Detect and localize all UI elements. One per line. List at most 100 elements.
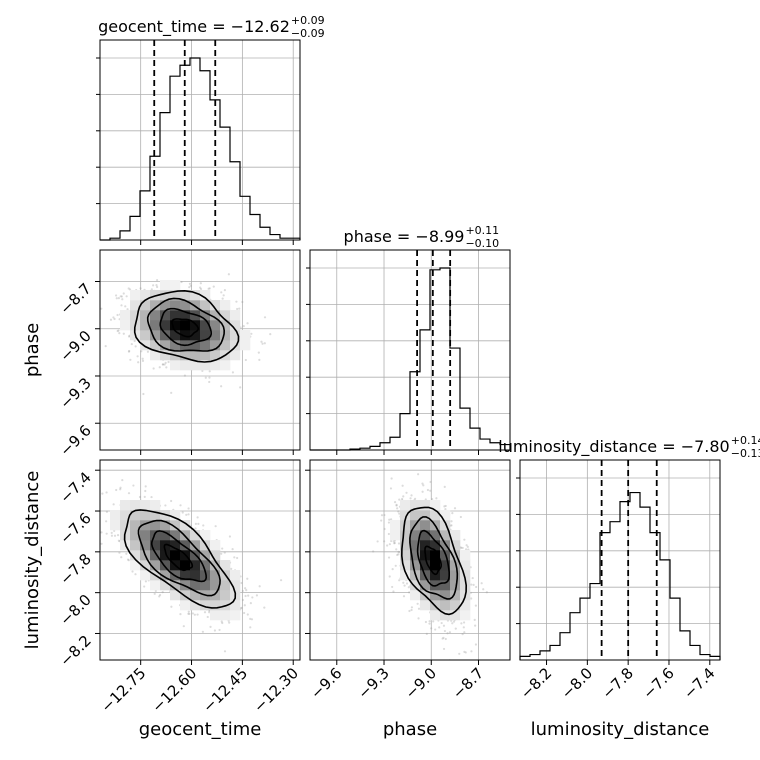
density-cell — [200, 540, 211, 551]
density-cell — [170, 330, 181, 341]
panel-frame — [309, 459, 511, 661]
scatter-point — [204, 376, 207, 379]
scatter-point — [383, 540, 386, 543]
scatter-point — [203, 611, 207, 614]
density-cell — [160, 530, 171, 541]
density-cell — [400, 560, 411, 571]
density-cell — [230, 330, 241, 341]
density-cell — [420, 600, 431, 611]
density-cell — [180, 350, 191, 361]
contour-line — [137, 519, 221, 597]
scatter-point — [398, 498, 401, 501]
summary-title-main: phase = −8.99 — [344, 227, 465, 246]
density-cell — [200, 290, 211, 301]
density-cell — [450, 530, 461, 541]
scatter-point — [153, 592, 156, 595]
scatter-point — [470, 583, 473, 586]
scatter-point — [121, 298, 124, 301]
summary-title-sup: +0.11 — [465, 224, 499, 237]
scatter-point — [263, 342, 266, 345]
density-cell — [190, 360, 201, 371]
density-cell — [180, 290, 191, 301]
density-cell — [410, 590, 421, 601]
scatter-point — [398, 512, 401, 515]
density-cell — [170, 530, 181, 541]
density-cell — [190, 540, 201, 551]
scatter-point — [401, 484, 404, 487]
scatter-point — [446, 632, 449, 635]
contours — [123, 509, 237, 609]
density-cell — [450, 580, 461, 591]
scatter-point — [158, 366, 161, 369]
scatter-point — [383, 527, 386, 531]
x-axis-label-phase: phase — [383, 719, 437, 740]
panel-hist-phase: phase = −8.99 +0.11−0.10 — [306, 224, 511, 455]
axis-labels: geocent_time phase luminosity_distance p… — [22, 323, 709, 740]
scatter-point — [119, 295, 122, 298]
density-cell — [410, 560, 421, 571]
x-tick-label: −7.4 — [680, 664, 718, 702]
scatter-point — [426, 488, 430, 492]
density-cell — [440, 560, 451, 571]
scatter-point — [165, 366, 168, 369]
density-cell — [160, 310, 171, 321]
density-cell — [460, 600, 471, 611]
scatter-point — [117, 297, 120, 300]
density-cell — [410, 500, 421, 511]
scatter-point — [155, 279, 159, 282]
density-cell — [130, 310, 141, 321]
density-cell — [430, 560, 441, 571]
scatter-point — [249, 617, 252, 620]
scatter-point — [465, 544, 468, 547]
scatter-point — [193, 613, 196, 616]
contour-line — [424, 545, 443, 576]
scatter-point — [212, 285, 215, 288]
summary-title-sub: −0.13 — [731, 447, 760, 460]
density-cell — [190, 330, 201, 341]
density-cell — [440, 610, 451, 621]
scatter-point — [463, 650, 466, 653]
density-cell — [220, 560, 231, 571]
density-cell — [210, 580, 221, 591]
panel-content — [372, 473, 488, 660]
contour-line — [159, 307, 213, 347]
density-cell — [180, 600, 191, 611]
density-cell — [170, 320, 181, 331]
scatter-point — [208, 376, 211, 379]
scatter-point — [255, 594, 259, 597]
density-cell — [150, 550, 161, 561]
density-cell — [150, 310, 161, 321]
scatter-point — [105, 510, 109, 513]
scatter-point — [127, 287, 130, 290]
density-cell — [180, 300, 191, 311]
density-cell — [190, 590, 201, 601]
density-cell — [170, 510, 181, 521]
density-cell — [460, 570, 471, 581]
scatter-point — [474, 624, 477, 627]
density-cell — [420, 560, 431, 571]
scatter-point — [143, 585, 146, 588]
scatter-point — [134, 345, 137, 348]
scatter-point — [393, 541, 396, 545]
scatter-point — [113, 529, 116, 532]
scatter-point — [164, 504, 167, 507]
scatter-point — [126, 308, 129, 311]
scatter-point — [100, 307, 103, 310]
scatter-point — [440, 621, 443, 625]
density-cell — [120, 320, 131, 331]
scatter-point — [398, 579, 401, 582]
x-axis-label-luminosity_distance: luminosity_distance — [531, 719, 710, 740]
scatter-point — [442, 647, 446, 651]
scatter-point — [246, 577, 249, 580]
density-cell — [140, 290, 151, 301]
density-cell — [190, 290, 201, 301]
scatter-point — [401, 497, 404, 501]
density-cell — [140, 340, 151, 351]
scatter-point — [241, 589, 244, 593]
density-cell — [400, 540, 411, 551]
scatter-point — [230, 567, 233, 570]
scatter-point — [221, 621, 224, 625]
panel-2d-phase-luminosity_distance: −9.6 −9.3 −9.0 −8.7 — [305, 459, 511, 703]
scatter-point — [243, 604, 246, 607]
density-cell — [420, 510, 431, 521]
